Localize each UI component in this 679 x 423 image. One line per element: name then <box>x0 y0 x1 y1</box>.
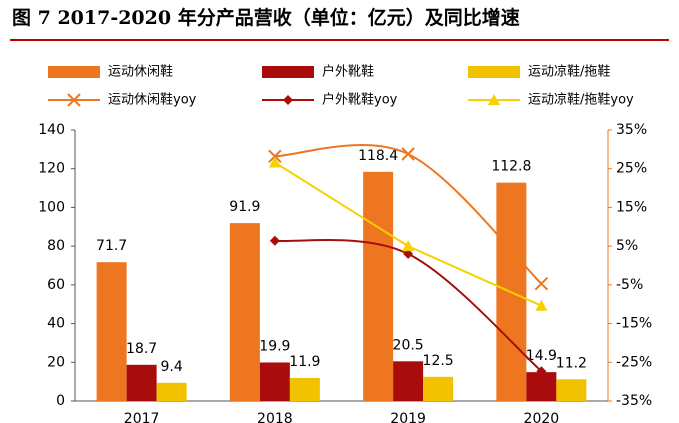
legend-label: 运动休闲鞋yoy <box>108 92 197 108</box>
line-marker <box>535 299 548 311</box>
line-marker <box>268 156 281 168</box>
bar <box>393 361 424 401</box>
y2-tick-label: -35% <box>616 393 652 409</box>
line-marker <box>268 149 282 164</box>
x-tick-label: 2017 <box>124 411 160 423</box>
data-label: 118.4 <box>358 148 398 164</box>
x-tick-label: 2018 <box>257 411 293 423</box>
line-marker <box>402 240 415 252</box>
y-tick-label: 20 <box>47 354 65 370</box>
bar <box>289 377 320 401</box>
legend-label: 运动凉鞋/拖鞋yoy <box>528 92 634 108</box>
bar <box>229 223 260 401</box>
bar <box>126 364 157 401</box>
legend-marker <box>67 93 81 107</box>
bar <box>156 382 187 401</box>
legend-swatch <box>468 66 520 78</box>
legend-label: 运动休闲鞋 <box>108 64 173 80</box>
y-tick-label: 80 <box>47 238 65 254</box>
data-label: 71.7 <box>96 238 127 254</box>
y2-tick-label: 15% <box>616 199 647 215</box>
data-label: 112.8 <box>491 159 531 175</box>
x-tick-label: 2019 <box>390 411 426 423</box>
data-label: 20.5 <box>393 337 424 353</box>
y2-tick-label: 35% <box>616 122 647 138</box>
legend-marker <box>283 95 293 105</box>
legend-marker <box>488 94 500 105</box>
data-label: 11.2 <box>556 355 587 371</box>
legend-swatch <box>48 66 100 78</box>
data-label: 18.7 <box>126 341 157 357</box>
y2-tick-label: -5% <box>616 277 643 293</box>
legend-swatch <box>262 66 314 78</box>
bar <box>526 372 557 401</box>
line-marker <box>403 248 414 259</box>
y-tick-label: 140 <box>38 122 65 138</box>
data-label: 14.9 <box>526 348 557 364</box>
legend-label: 运动凉鞋/拖鞋 <box>528 64 610 80</box>
legend-label: 户外靴鞋 <box>322 64 374 80</box>
bar <box>259 362 290 401</box>
line-marker <box>534 276 549 291</box>
line-marker <box>269 235 280 246</box>
y-tick-label: 0 <box>56 393 65 409</box>
bar <box>96 262 127 401</box>
y-tick-label: 100 <box>38 199 65 215</box>
y2-tick-label: 5% <box>616 238 638 254</box>
y2-tick-label: -15% <box>616 316 652 332</box>
y-tick-label: 60 <box>47 277 65 293</box>
bar <box>423 376 454 401</box>
data-label: 91.9 <box>229 199 260 215</box>
data-label: 11.9 <box>289 354 320 370</box>
line-marker <box>401 147 415 161</box>
y-tick-label: 40 <box>47 316 65 332</box>
y2-tick-label: -25% <box>616 354 652 370</box>
x-tick-label: 2020 <box>524 411 560 423</box>
legend-label: 户外靴鞋yoy <box>322 92 398 108</box>
bar <box>556 379 587 401</box>
y-tick-label: 120 <box>38 161 65 177</box>
data-label: 12.5 <box>423 353 454 369</box>
line-marker <box>536 366 547 377</box>
chart-title: 图 7 2017-2020 年分产品营收（单位：亿元）及同比增速 <box>12 6 520 29</box>
data-label: 19.9 <box>259 338 290 354</box>
bar <box>363 171 394 401</box>
y2-tick-label: 25% <box>616 161 647 177</box>
data-label: 9.4 <box>160 359 182 375</box>
